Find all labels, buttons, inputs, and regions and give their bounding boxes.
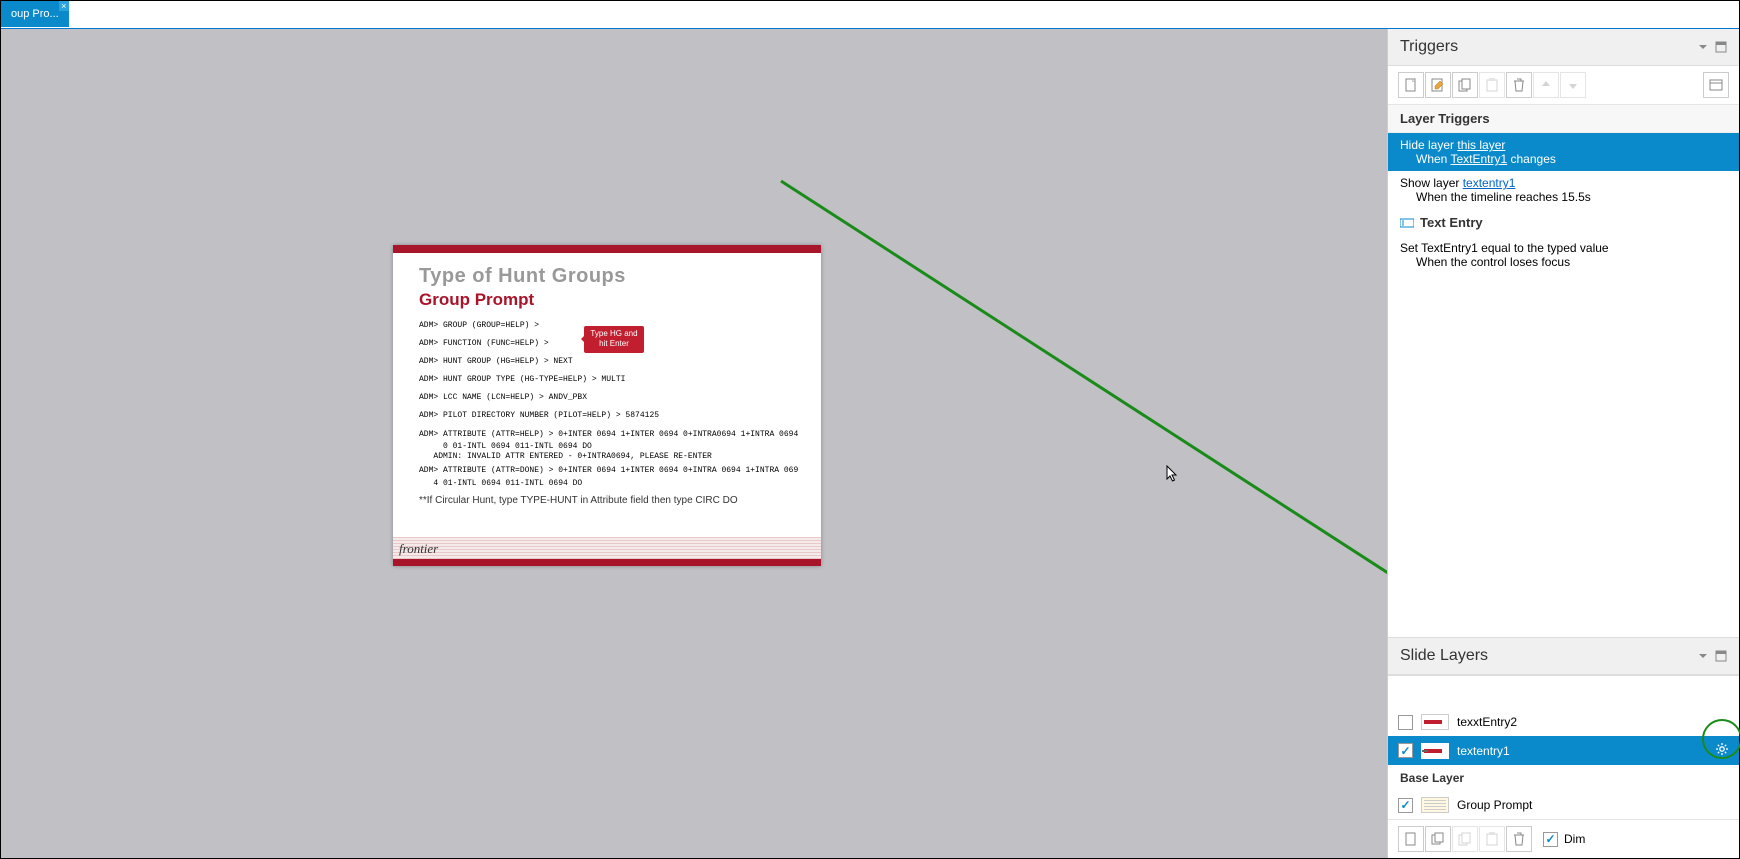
tab-bar: oup Pro... ×: [1, 1, 1739, 29]
move-up-button[interactable]: [1533, 72, 1559, 98]
slide-subtitle: Group Prompt: [419, 290, 795, 310]
paste-layer-button[interactable]: [1479, 826, 1505, 852]
mouse-cursor-icon: [1166, 465, 1180, 488]
layer-row[interactable]: textentry1: [1388, 736, 1739, 765]
trigger-item[interactable]: Set TextEntry1 equal to the typed valueW…: [1388, 236, 1739, 274]
dim-label: Dim: [1564, 832, 1585, 846]
trigger-item[interactable]: Hide layer this layerWhen TextEntry1 cha…: [1388, 133, 1739, 171]
trigger-condition-link[interactable]: TextEntry1: [1450, 152, 1507, 166]
callout-bubble: Type HG and hit Enter: [584, 326, 644, 353]
layer-thumbnail: [1421, 714, 1449, 730]
dim-toggle[interactable]: Dim: [1543, 832, 1585, 847]
trigger-target-link[interactable]: textentry1: [1463, 176, 1516, 190]
copy-layer-button[interactable]: [1452, 826, 1478, 852]
slide-footnote: **If Circular Hunt, type TYPE-HUNT in At…: [419, 495, 795, 506]
base-layer-thumbnail: [1421, 797, 1449, 813]
trigger-action-line: Hide layer this layer: [1400, 138, 1727, 152]
trigger-condition-line: When the timeline reaches 15.5s: [1400, 190, 1727, 204]
slide-title: Type of Hunt Groups: [419, 265, 795, 288]
base-layer-label: Base Layer: [1388, 765, 1739, 791]
undock-icon[interactable]: [1715, 650, 1727, 662]
copy-trigger-button[interactable]: [1452, 72, 1478, 98]
code-line: ADM> HUNT GROUP (HG=HELP) > NEXT: [419, 352, 795, 370]
slide-bottom-border: [393, 559, 821, 566]
code-line: ADM> HUNT GROUP TYPE (HG-TYPE=HELP) > MU…: [419, 371, 795, 389]
base-layer-visibility-checkbox[interactable]: [1398, 798, 1413, 813]
tab-label: oup Pro...: [11, 8, 59, 20]
slide-top-border: [393, 245, 821, 253]
layer-visibility-checkbox[interactable]: [1398, 715, 1413, 730]
base-layer-name: Group Prompt: [1457, 798, 1532, 812]
tab-close-icon[interactable]: ×: [59, 1, 69, 11]
new-layer-button[interactable]: [1398, 826, 1424, 852]
code-line: ADM> PILOT DIRECTORY NUMBER (PILOT=HELP)…: [419, 407, 795, 425]
layer-name: texxtEntry2: [1457, 715, 1517, 729]
layer-row[interactable]: texxtEntry2: [1388, 708, 1739, 736]
slide-canvas[interactable]: Type of Hunt Groups Group Prompt ADM> GR…: [1, 29, 1387, 858]
frontier-logo: frontier: [399, 541, 438, 557]
duplicate-layer-button[interactable]: [1425, 826, 1451, 852]
text-entry-icon: [1400, 217, 1414, 229]
trigger-target-link[interactable]: this layer: [1457, 138, 1505, 152]
text-entry-heading: Text Entry: [1388, 209, 1739, 236]
slide-preview: Type of Hunt Groups Group Prompt ADM> GR…: [393, 245, 821, 566]
triggers-toolbar: [1388, 66, 1739, 105]
delete-layer-button[interactable]: [1506, 826, 1532, 852]
slide-content: Type of Hunt Groups Group Prompt ADM> GR…: [393, 253, 821, 506]
right-panel: Triggers Layer Triggers Hide layer this …: [1387, 29, 1739, 858]
layer-triggers-label: Layer Triggers: [1388, 105, 1739, 133]
variables-button[interactable]: [1703, 72, 1729, 98]
base-layer-row[interactable]: Group Prompt: [1388, 791, 1739, 819]
collapse-icon[interactable]: [1697, 650, 1709, 662]
code-line: ADM> LCC NAME (LCN=HELP) > ANDV_PBX: [419, 389, 795, 407]
paste-trigger-button[interactable]: [1479, 72, 1505, 98]
slide-layers-header: Slide Layers: [1388, 637, 1739, 675]
layer-thumbnail: [1421, 743, 1449, 759]
triggers-list: Hide layer this layerWhen TextEntry1 cha…: [1388, 133, 1739, 637]
trigger-action-line: Show layer textentry1: [1400, 176, 1727, 190]
slide-layers-title: Slide Layers: [1400, 647, 1488, 665]
trigger-action-line: Set TextEntry1 equal to the typed value: [1400, 241, 1727, 255]
move-down-button[interactable]: [1560, 72, 1586, 98]
layer-properties-gear-icon[interactable]: [1715, 742, 1729, 759]
edit-trigger-button[interactable]: [1425, 72, 1451, 98]
slide-footer: frontier: [393, 537, 821, 559]
new-trigger-button[interactable]: [1398, 72, 1424, 98]
code-line: 4 01-INTL 0694 011-INTL 0694 DO: [419, 478, 795, 489]
trigger-condition-line: When the control loses focus: [1400, 255, 1727, 269]
layers-toolbar: Dim: [1388, 819, 1739, 858]
collapse-icon[interactable]: [1697, 41, 1709, 53]
main-area: Type of Hunt Groups Group Prompt ADM> GR…: [1, 29, 1739, 858]
layer-visibility-checkbox[interactable]: [1398, 743, 1413, 758]
slide-layers-body: texxtEntry2 textentry1 Base Layer Group P…: [1388, 675, 1739, 858]
layer-name: textentry1: [1457, 744, 1510, 758]
delete-trigger-button[interactable]: [1506, 72, 1532, 98]
undock-icon[interactable]: [1715, 41, 1727, 53]
document-tab[interactable]: oup Pro... ×: [1, 1, 69, 27]
trigger-item[interactable]: Show layer textentry1When the timeline r…: [1388, 171, 1739, 209]
triggers-header: Triggers: [1388, 29, 1739, 66]
triggers-title: Triggers: [1400, 38, 1458, 56]
trigger-condition-line: When TextEntry1 changes: [1400, 152, 1727, 166]
code-line: ADMIN: INVALID ATTR ENTERED - 0+INTRA069…: [419, 451, 795, 462]
dim-checkbox[interactable]: [1543, 832, 1558, 847]
